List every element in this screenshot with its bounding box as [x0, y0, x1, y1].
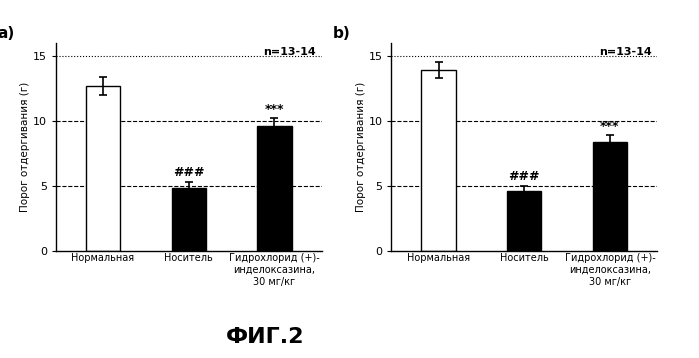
Y-axis label: Порог отдергивания (г): Порог отдергивания (г): [356, 82, 366, 212]
Y-axis label: Порог отдергивания (г): Порог отдергивания (г): [20, 82, 30, 212]
Bar: [593, 141, 627, 251]
Text: b): b): [333, 26, 351, 41]
Bar: [257, 126, 291, 251]
Text: n=13-14: n=13-14: [599, 47, 651, 57]
Text: ###: ###: [508, 170, 540, 183]
Bar: [171, 188, 206, 251]
Text: ###: ###: [173, 166, 205, 179]
Bar: [86, 86, 120, 251]
Bar: [421, 70, 456, 251]
Text: ФИГ.2: ФИГ.2: [226, 327, 305, 347]
Text: ***: ***: [600, 120, 620, 132]
Text: ***: ***: [265, 103, 284, 116]
Bar: [507, 191, 542, 251]
Text: a): a): [0, 26, 15, 41]
Text: n=13-14: n=13-14: [264, 47, 316, 57]
